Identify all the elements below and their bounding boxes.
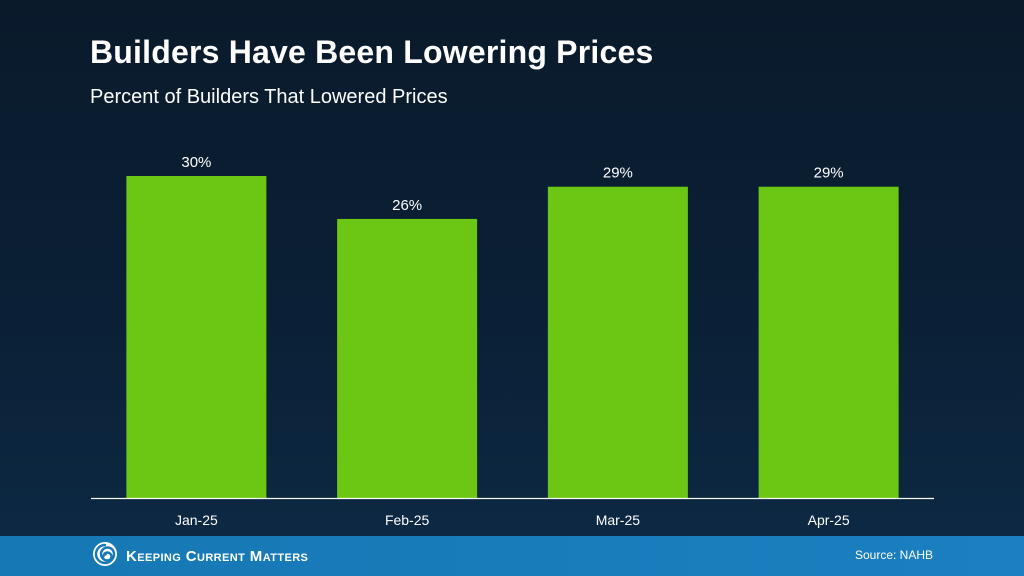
x-tick-label: Feb-25	[385, 512, 430, 528]
data-label: 29%	[603, 165, 633, 182]
data-label: 29%	[814, 165, 844, 182]
swirl-logo-icon	[92, 541, 118, 572]
brand-name: Keeping Current Matters	[126, 547, 309, 565]
page-title: Builders Have Been Lowering Prices	[90, 34, 654, 70]
source-note: Source: NAHB	[854, 548, 933, 562]
x-tick-label: Jan-25	[175, 512, 218, 528]
x-tick-label: Mar-25	[596, 512, 641, 528]
data-label: 26%	[392, 197, 422, 214]
bar-apr-25	[758, 186, 899, 498]
bar-chart: 30% Jan-25 26% Feb-25 29% Mar-25 29% Apr-25	[126, 154, 899, 528]
bar-mar-25	[547, 186, 688, 498]
x-tick-label: Apr-25	[808, 512, 850, 528]
footer-bar: Keeping Current Matters Source: NAHB	[0, 536, 1024, 576]
bar-jan-25	[126, 176, 267, 498]
brand: Keeping Current Matters	[92, 541, 309, 572]
bar-feb-25	[337, 218, 478, 498]
data-label: 30%	[181, 154, 211, 171]
page-subtitle: Percent of Builders That Lowered Prices	[90, 86, 448, 108]
